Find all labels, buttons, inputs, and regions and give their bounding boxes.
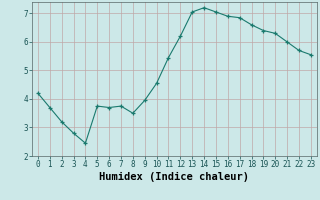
X-axis label: Humidex (Indice chaleur): Humidex (Indice chaleur) <box>100 172 249 182</box>
